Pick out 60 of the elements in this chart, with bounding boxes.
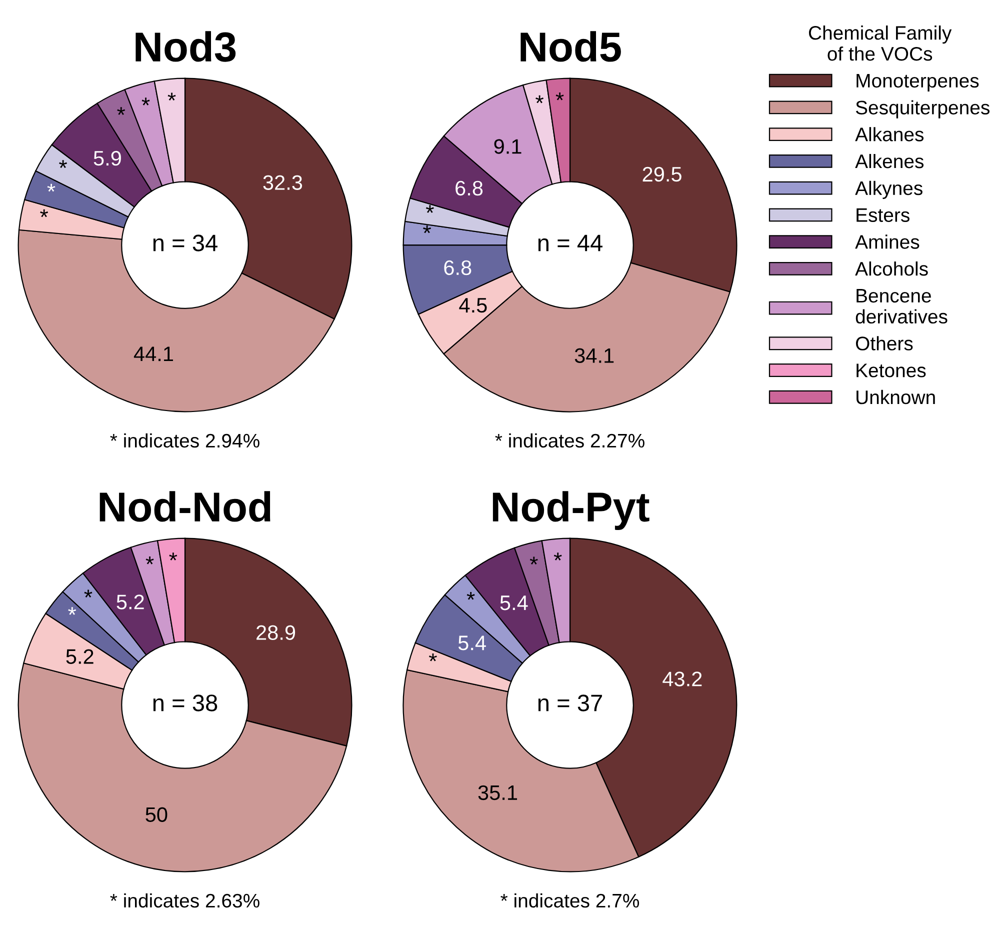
legend-label: Monoterpenes: [856, 74, 979, 92]
legend-label: Unknown: [856, 390, 935, 404]
legend-label: Sesquiterpenes: [856, 100, 990, 118]
text: n = 38: [153, 694, 218, 712]
data-label: 9.1: [494, 139, 522, 154]
data-label: *: [530, 556, 538, 565]
data-label: *: [117, 107, 126, 115]
text: n = 34: [153, 234, 218, 252]
chart-title: Nod5: [520, 31, 621, 62]
data-label: *: [169, 552, 178, 560]
data-label: 5.4: [500, 596, 528, 610]
data-label: 5.2: [116, 594, 144, 610]
legend-label: Ketones: [856, 364, 926, 378]
text: * indicates 2.63%: [110, 893, 260, 908]
text: * indicates 2.7%: [500, 893, 640, 908]
data-label: *: [426, 205, 434, 213]
data-label: *: [47, 184, 56, 192]
data-label: 29.5: [642, 166, 682, 182]
data-label: *: [466, 592, 475, 600]
data-label: 6.8: [456, 180, 483, 196]
data-label: 32.3: [263, 175, 302, 190]
data-label: *: [556, 92, 564, 100]
data-label: *: [554, 552, 562, 560]
text: n = 44: [538, 234, 602, 252]
chart-title: Nod3: [136, 31, 236, 62]
data-label: *: [84, 590, 92, 598]
data-label: 5.2: [66, 649, 94, 664]
data-label: 5.4: [458, 636, 486, 650]
data-label: 35.1: [478, 785, 518, 800]
legend-title: Chemical Family of the VOCs: [808, 26, 952, 61]
data-label: *: [168, 92, 176, 101]
data-label: 43.2: [662, 672, 702, 686]
data-label: 34.1: [574, 348, 614, 363]
chart-title: Nod-Nod: [100, 491, 270, 522]
data-label: 6.8: [444, 260, 472, 276]
legend-label: Alkynes: [855, 180, 922, 199]
legend-label: Bencene derivatives: [856, 289, 948, 324]
data-label: 5.9: [94, 150, 121, 166]
data-label: 28.9: [256, 625, 296, 640]
text: * indicates 2.94%: [110, 433, 260, 448]
text: n = 37: [538, 694, 602, 712]
data-label: *: [146, 556, 154, 564]
data-label: 44.1: [134, 346, 173, 362]
data-label: 4.5: [459, 298, 487, 313]
data-label: *: [428, 653, 437, 662]
legend-label: Esters: [856, 208, 910, 222]
data-label: *: [536, 95, 544, 104]
data-label: *: [40, 209, 48, 218]
data-label: 50: [146, 807, 168, 822]
legend-label: Amines: [855, 234, 920, 249]
text: * indicates 2.27%: [495, 433, 644, 448]
data-label: *: [68, 607, 76, 615]
legend-label: Alcohols: [855, 261, 928, 276]
data-label: *: [142, 98, 150, 106]
legend-label: Alkenes: [855, 154, 924, 168]
legend-label: Alkanes: [855, 127, 924, 142]
data-label: *: [59, 160, 68, 168]
chart-title: Nod-Pyt: [492, 491, 650, 530]
legend-label: Others: [856, 336, 913, 350]
data-label: *: [423, 225, 432, 234]
